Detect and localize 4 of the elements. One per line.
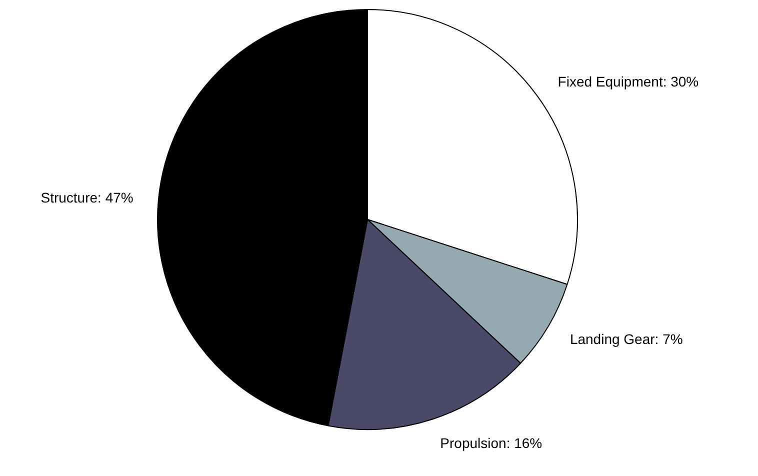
slice-label: Structure: 47% [40,189,134,206]
slice-label: Propulsion: 16% [440,435,542,452]
slice-label: Landing Gear: 7% [570,331,683,348]
slice-label: Fixed Equipment: 30% [558,73,699,90]
